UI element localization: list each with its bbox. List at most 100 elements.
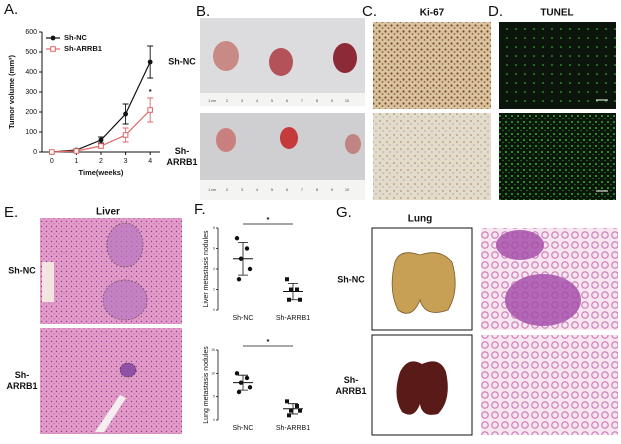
row-label: Sh- [15,370,30,380]
row-label: Sh-NC [8,265,36,275]
data-point [285,277,289,282]
panel-label: G. [336,204,352,221]
x-tick-label: Sh-ARRB1 [276,425,310,432]
tunel-image [499,113,616,200]
y-axis-label: Tumor volume (mm³) [7,54,16,129]
data-point [49,149,55,155]
y-tick-label: 0 [213,418,215,422]
panel-label: A. [4,1,18,18]
ruler-label: 5 [271,99,273,103]
y-tick-label: 500 [25,49,37,56]
annotation: * [267,337,270,346]
panel-label: D. [488,3,503,20]
y-axis-label: Lung metastasis nodules [203,346,210,424]
ruler-label: 8 [316,188,318,192]
liver-images [40,218,182,434]
data-point [247,266,253,272]
x-tick-label: Sh-NC [232,315,253,322]
panel-label: E. [4,204,18,221]
x-tick-label: Sh-ARRB1 [276,315,310,322]
ruler-label: 1 cm [208,99,216,103]
ruler-label: 1 cm [208,188,216,192]
x-tick-label: 0 [50,158,54,165]
data-point [147,59,153,65]
data-point [98,137,104,143]
ruler-label: 4 [256,99,258,103]
y-tick-label: 2 [213,287,215,291]
row-label: ARRB1 [166,157,197,167]
panel-title: Lung [408,214,432,225]
annotation: * [149,87,152,96]
y-axis-label: Liver metastasis nodules [203,230,210,308]
lung-images [371,227,618,436]
data-point [285,399,289,404]
data-point [244,375,250,381]
error-bar [288,403,298,415]
ruler-label: 2 [226,99,228,103]
row-label: Sh-NC [168,56,196,66]
ruler-label: 7 [301,99,303,103]
row-label: Sh- [344,375,359,385]
legend-label: Sh-ARRB1 [64,44,102,53]
panel-title: Liver [96,207,120,218]
panel-title: Ki-67 [420,8,445,19]
ruler-label: 2 [226,188,228,192]
y-tick-label: 600 [25,29,37,36]
ruler-label: 5 [271,188,273,192]
y-tick-label: 6 [213,246,215,250]
data-point [247,385,253,390]
ruler-label: 10 [345,188,349,192]
row-label: Sh- [175,146,190,156]
data-point [98,143,104,149]
tumor-photos [200,18,365,200]
data-point [234,371,240,376]
error-bar [288,282,298,301]
data-point [234,236,240,241]
panel-title: TUNEL [540,8,573,19]
x-tick-label: 4 [148,158,152,165]
ruler-label: 4 [256,188,258,192]
row-label: ARRB1 [335,386,366,396]
panel-label: B. [196,3,210,20]
ruler-label: 3 [241,188,243,192]
data-point [295,287,299,292]
data-point [287,413,291,418]
y-tick-label: 4 [213,267,215,271]
legend-marker [50,46,56,52]
panel-label: F. [194,201,206,218]
tunel-image [499,22,616,109]
data-point [295,404,299,408]
data-point [123,111,128,117]
data-point [298,297,302,302]
data-point [244,246,250,251]
ruler-label: 6 [286,99,288,103]
ruler-label: 7 [301,188,303,192]
y-tick-label: 200 [25,109,37,116]
data-point [298,408,302,413]
y-tick-label: 300 [25,89,37,96]
data-point [147,107,153,113]
data-point [73,148,80,154]
y-tick-label: 8 [213,226,215,230]
ki67-image [373,22,491,109]
data-point [289,287,293,292]
legend-marker [50,35,56,41]
data-point [289,408,293,413]
y-tick-label: 0 [213,308,215,312]
data-point [236,389,242,395]
y-tick-label: 10 [211,371,215,375]
ruler-label: 9 [331,99,333,103]
x-tick-label: Sh-NC [232,425,253,432]
y-tick-label: 5 [213,395,215,399]
y-tick-label: 0 [33,149,37,156]
error-bar [238,374,248,391]
ruler-label: 9 [331,188,333,192]
ruler-label: 8 [316,99,318,103]
y-tick-label: 100 [25,129,37,136]
annotation: * [267,215,270,224]
x-tick-label: 1 [74,158,78,165]
ruler-label: 3 [241,99,243,103]
ruler-label: 6 [286,188,288,192]
x-axis-label: Time(weeks) [79,168,124,177]
